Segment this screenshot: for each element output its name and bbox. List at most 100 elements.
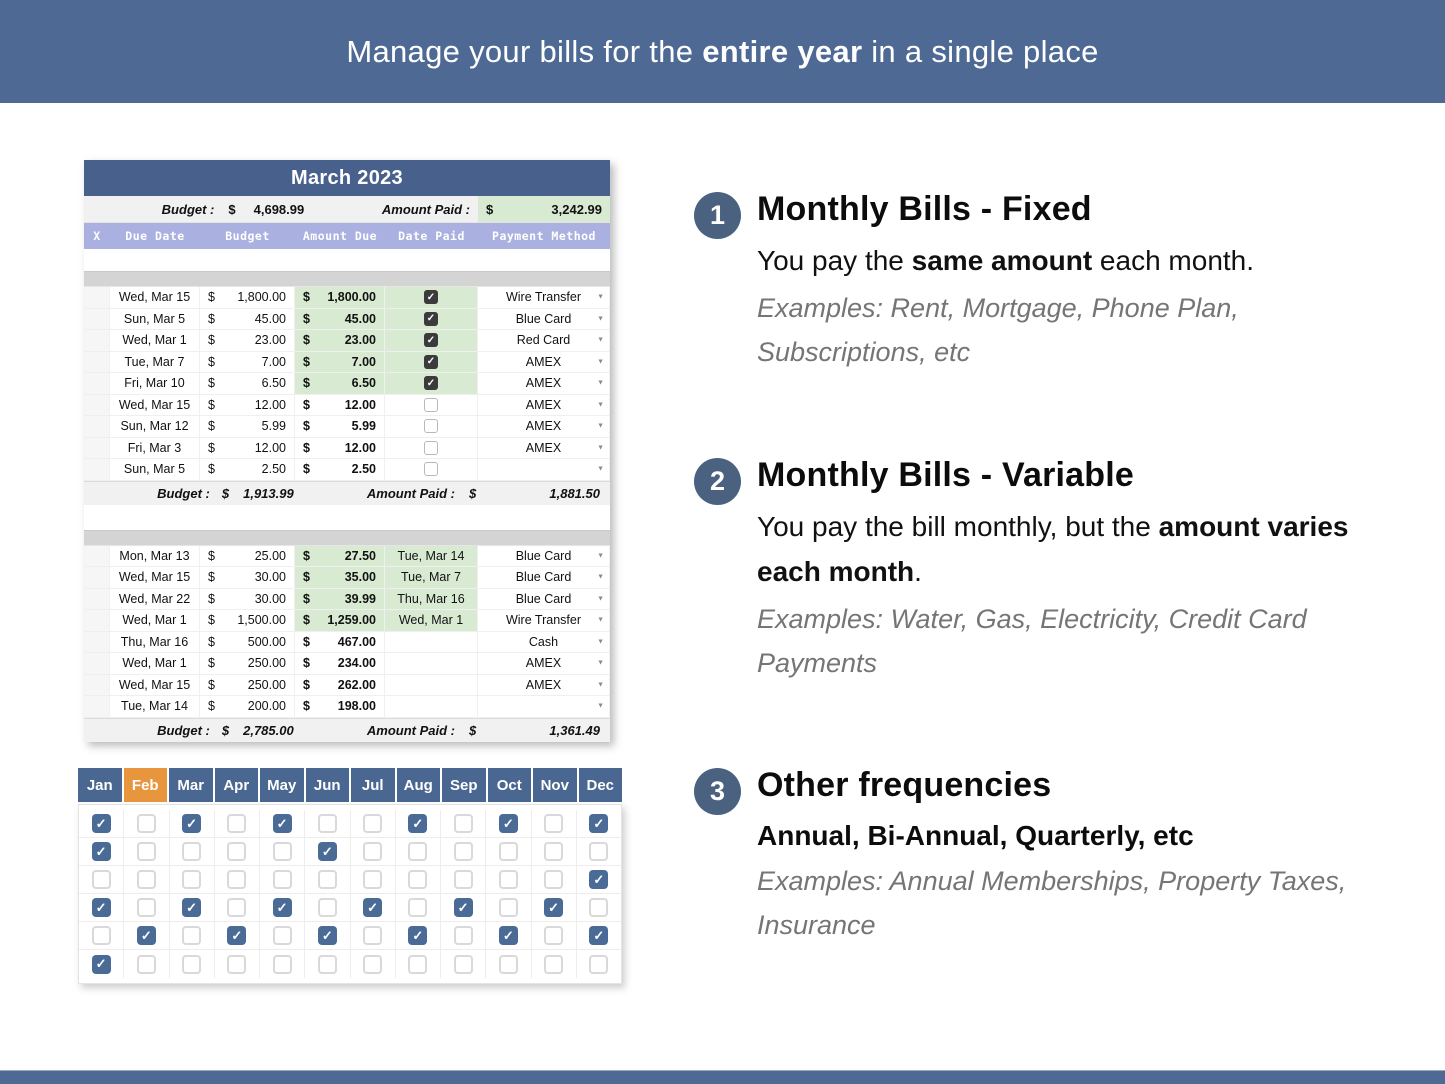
bill-paid-checkbox[interactable] bbox=[136, 870, 156, 889]
paid-checkbox[interactable] bbox=[424, 419, 438, 434]
due-date-cell[interactable]: Wed, Mar 15 bbox=[110, 567, 200, 588]
bill-paid-checkbox[interactable]: ✓ bbox=[589, 870, 609, 889]
amount-due-cell[interactable]: $45.00 bbox=[295, 308, 385, 329]
due-date-cell[interactable]: Wed, Mar 1 bbox=[110, 610, 200, 631]
row-select-cell[interactable] bbox=[84, 330, 110, 351]
due-date-cell[interactable]: Mon, Mar 13 bbox=[110, 545, 200, 566]
row-select-cell[interactable] bbox=[84, 308, 110, 329]
budget-cell[interactable]: $30.00 bbox=[200, 567, 295, 588]
paid-checkbox[interactable]: ✓ bbox=[424, 333, 438, 348]
payment-method-dropdown[interactable]: Blue Card ▼ bbox=[478, 588, 610, 609]
row-select-cell[interactable] bbox=[84, 416, 110, 437]
amount-due-cell[interactable]: $234.00 bbox=[295, 653, 385, 674]
bill-paid-checkbox[interactable] bbox=[589, 842, 609, 861]
due-date-cell[interactable]: Wed, Mar 22 bbox=[110, 588, 200, 609]
amount-due-cell[interactable]: $198.00 bbox=[295, 696, 385, 717]
date-paid-cell[interactable] bbox=[385, 696, 478, 717]
date-paid-cell[interactable]: Wed, Mar 1 bbox=[385, 610, 478, 631]
amount-due-cell[interactable]: $1,259.00 bbox=[295, 610, 385, 631]
payment-method-dropdown[interactable]: ▼ bbox=[478, 696, 610, 717]
amount-due-cell[interactable]: $35.00 bbox=[295, 567, 385, 588]
payment-method-dropdown[interactable]: Blue Card ▼ bbox=[478, 567, 610, 588]
month-tab-apr[interactable]: Apr bbox=[214, 768, 258, 802]
bill-paid-checkbox[interactable]: ✓ bbox=[363, 898, 383, 917]
date-paid-cell[interactable]: Tue, Mar 7 bbox=[385, 567, 478, 588]
date-paid-cell[interactable] bbox=[385, 459, 478, 480]
bill-paid-checkbox[interactable] bbox=[317, 954, 337, 974]
row-select-cell[interactable] bbox=[84, 373, 110, 394]
paid-checkbox[interactable]: ✓ bbox=[424, 311, 438, 326]
payment-method-dropdown[interactable]: Red Card ▼ bbox=[478, 330, 610, 351]
month-tab-oct[interactable]: Oct bbox=[487, 768, 531, 802]
amount-due-cell[interactable]: $1,800.00 bbox=[295, 287, 385, 308]
payment-method-dropdown[interactable]: Wire Transfer ▼ bbox=[478, 610, 610, 631]
bill-paid-checkbox[interactable] bbox=[272, 842, 292, 861]
amount-due-cell[interactable]: $5.99 bbox=[295, 416, 385, 437]
row-select-cell[interactable] bbox=[84, 545, 110, 566]
payment-method-dropdown[interactable]: AMEX ▼ bbox=[478, 351, 610, 372]
bill-paid-checkbox[interactable] bbox=[589, 898, 609, 917]
bill-paid-checkbox[interactable] bbox=[408, 898, 428, 917]
bill-paid-checkbox[interactable] bbox=[136, 842, 156, 861]
bill-paid-checkbox[interactable] bbox=[363, 926, 383, 945]
month-tab-dec[interactable]: Dec bbox=[578, 768, 622, 802]
bill-paid-checkbox[interactable]: ✓ bbox=[227, 926, 247, 945]
bill-paid-checkbox[interactable] bbox=[363, 954, 383, 974]
bill-paid-checkbox[interactable] bbox=[317, 898, 337, 917]
paid-checkbox[interactable]: ✓ bbox=[424, 354, 438, 369]
payment-method-dropdown[interactable]: Wire Transfer ▼ bbox=[478, 287, 610, 308]
payment-method-dropdown[interactable]: AMEX ▼ bbox=[478, 373, 610, 394]
month-tab-aug[interactable]: Aug bbox=[396, 768, 440, 802]
due-date-cell[interactable]: Wed, Mar 1 bbox=[110, 653, 200, 674]
date-paid-cell[interactable]: ✓ bbox=[385, 330, 478, 351]
date-paid-cell[interactable]: ✓ bbox=[385, 351, 478, 372]
row-select-cell[interactable] bbox=[84, 287, 110, 308]
bill-paid-checkbox[interactable] bbox=[544, 870, 564, 889]
bill-paid-checkbox[interactable] bbox=[272, 954, 292, 974]
row-select-cell[interactable] bbox=[84, 459, 110, 480]
month-tab-jan[interactable]: Jan bbox=[78, 768, 122, 802]
bill-paid-checkbox[interactable] bbox=[182, 954, 202, 974]
due-date-cell[interactable]: Fri, Mar 3 bbox=[110, 437, 200, 458]
bill-paid-checkbox[interactable] bbox=[136, 898, 156, 917]
amount-due-cell[interactable]: $23.00 bbox=[295, 330, 385, 351]
bill-paid-checkbox[interactable] bbox=[136, 954, 156, 974]
bill-paid-checkbox[interactable]: ✓ bbox=[589, 814, 609, 833]
bill-paid-checkbox[interactable] bbox=[317, 870, 337, 889]
month-tab-nov[interactable]: Nov bbox=[533, 768, 577, 802]
budget-cell[interactable]: $1,500.00 bbox=[200, 610, 295, 631]
budget-cell[interactable]: $25.00 bbox=[200, 545, 295, 566]
bill-paid-checkbox[interactable] bbox=[544, 842, 564, 861]
bill-paid-checkbox[interactable]: ✓ bbox=[272, 898, 292, 917]
row-select-cell[interactable] bbox=[84, 588, 110, 609]
bill-paid-checkbox[interactable]: ✓ bbox=[408, 926, 428, 945]
amount-due-cell[interactable]: $39.99 bbox=[295, 588, 385, 609]
month-tab-feb[interactable]: Feb bbox=[123, 768, 167, 802]
bill-paid-checkbox[interactable] bbox=[182, 926, 202, 945]
date-paid-cell[interactable] bbox=[385, 416, 478, 437]
row-select-cell[interactable] bbox=[84, 696, 110, 717]
budget-cell[interactable]: $12.00 bbox=[200, 437, 295, 458]
bill-paid-checkbox[interactable] bbox=[453, 954, 473, 974]
amount-due-cell[interactable]: $467.00 bbox=[295, 631, 385, 652]
bill-paid-checkbox[interactable] bbox=[544, 926, 564, 945]
bill-paid-checkbox[interactable] bbox=[498, 898, 518, 917]
bill-paid-checkbox[interactable] bbox=[363, 814, 383, 833]
bill-paid-checkbox[interactable]: ✓ bbox=[91, 898, 111, 917]
paid-checkbox[interactable]: ✓ bbox=[424, 290, 438, 305]
due-date-cell[interactable]: Wed, Mar 15 bbox=[110, 287, 200, 308]
date-paid-cell[interactable] bbox=[385, 394, 478, 415]
bill-paid-checkbox[interactable] bbox=[182, 842, 202, 861]
bill-paid-checkbox[interactable] bbox=[453, 814, 473, 833]
budget-cell[interactable]: $5.99 bbox=[200, 416, 295, 437]
amount-due-cell[interactable]: $2.50 bbox=[295, 459, 385, 480]
month-tab-jul[interactable]: Jul bbox=[351, 768, 395, 802]
due-date-cell[interactable]: Sun, Mar 5 bbox=[110, 459, 200, 480]
bill-paid-checkbox[interactable] bbox=[453, 842, 473, 861]
amount-due-cell[interactable]: $262.00 bbox=[295, 674, 385, 695]
due-date-cell[interactable]: Wed, Mar 15 bbox=[110, 674, 200, 695]
bill-paid-checkbox[interactable] bbox=[227, 898, 247, 917]
bill-paid-checkbox[interactable] bbox=[363, 870, 383, 889]
date-paid-cell[interactable] bbox=[385, 674, 478, 695]
payment-method-dropdown[interactable]: AMEX ▼ bbox=[478, 653, 610, 674]
